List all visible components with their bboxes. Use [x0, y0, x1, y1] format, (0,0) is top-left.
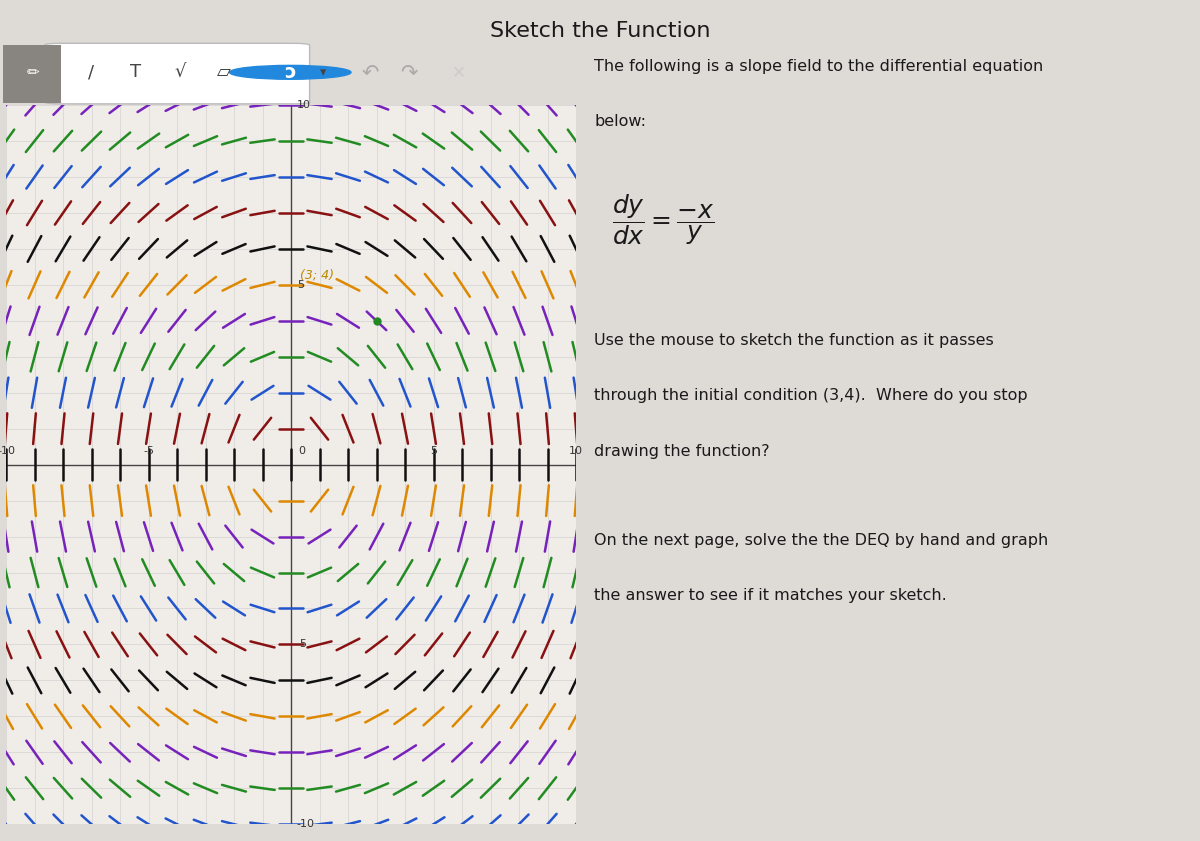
Text: Sketch the Function: Sketch the Function [490, 21, 710, 41]
Text: $\dfrac{dy}{dx} = \dfrac{-x}{y}$: $\dfrac{dy}{dx} = \dfrac{-x}{y}$ [612, 192, 714, 247]
Text: ↷: ↷ [401, 62, 418, 82]
Text: the answer to see if it matches your sketch.: the answer to see if it matches your ske… [594, 588, 947, 603]
Text: √: √ [174, 63, 186, 82]
Text: -5: -5 [296, 639, 307, 649]
Text: /: / [89, 63, 95, 82]
Text: -5: -5 [143, 446, 154, 456]
Text: below:: below: [594, 114, 646, 130]
Text: -10: -10 [296, 819, 314, 829]
Text: ↄ: ↄ [284, 63, 296, 82]
FancyBboxPatch shape [4, 45, 61, 103]
Text: On the next page, solve the the DEQ by hand and graph: On the next page, solve the the DEQ by h… [594, 532, 1049, 547]
Circle shape [229, 66, 352, 79]
Text: ✏: ✏ [26, 65, 38, 80]
Text: 5: 5 [296, 280, 304, 290]
Text: 10: 10 [569, 446, 583, 456]
Text: 0: 0 [298, 446, 305, 456]
Text: ▾: ▾ [320, 66, 326, 79]
Text: The following is a slope field to the differential equation: The following is a slope field to the di… [594, 59, 1043, 74]
Text: 10: 10 [296, 100, 311, 110]
Text: -10: -10 [0, 446, 14, 456]
Text: through the initial condition (3,4).  Where do you stop: through the initial condition (3,4). Whe… [594, 389, 1027, 403]
Text: 5: 5 [430, 446, 437, 456]
FancyBboxPatch shape [44, 44, 310, 104]
Text: ↶: ↶ [361, 62, 379, 82]
Text: T: T [130, 63, 142, 82]
Text: ▱: ▱ [217, 63, 230, 82]
Text: drawing the function?: drawing the function? [594, 444, 769, 458]
Text: ✕: ✕ [451, 63, 466, 82]
Text: (3; 4): (3; 4) [300, 268, 334, 281]
Text: Use the mouse to sketch the function as it passes: Use the mouse to sketch the function as … [594, 333, 994, 347]
